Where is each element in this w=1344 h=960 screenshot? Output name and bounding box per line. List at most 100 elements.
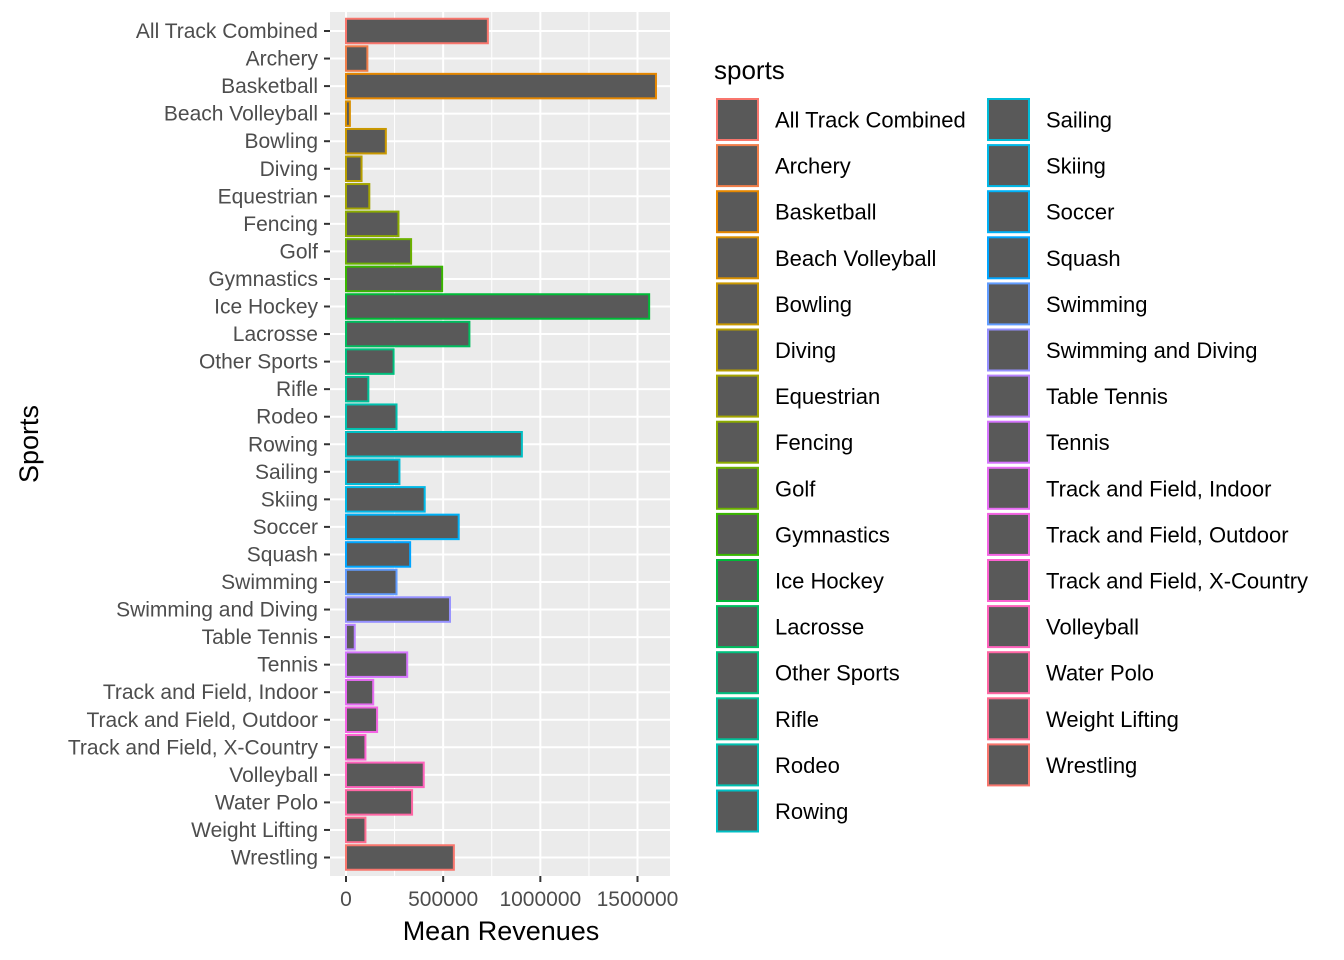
legend-label: Tennis: [1046, 430, 1110, 455]
y-tick-label: Track and Field, X-Country: [68, 736, 319, 759]
legend-key: [716, 328, 759, 372]
legend-label: Swimming and Diving: [1046, 338, 1258, 363]
legend-key: [987, 605, 1030, 649]
bar-tennis: [345, 651, 409, 678]
bar-skiing: [345, 486, 426, 513]
bar-ice-hockey: [345, 293, 651, 320]
bar-lacrosse: [345, 320, 471, 348]
bar-diving: [345, 155, 363, 182]
y-tick-label: Beach Volleyball: [164, 103, 318, 126]
x-tick-label: 500000: [408, 888, 478, 911]
bar-all-track-combined: [345, 17, 489, 45]
legend-label: Gymnastics: [775, 522, 890, 547]
legend-key: [716, 98, 759, 141]
y-tick-label: Fencing: [243, 213, 318, 236]
y-tick-label: Tennis: [257, 654, 318, 677]
y-tick-label: Swimming and Diving: [116, 599, 318, 622]
legend-key: [987, 559, 1030, 602]
y-tick-label: Equestrian: [218, 185, 318, 208]
legend-label: Skiing: [1046, 154, 1106, 179]
y-tick-label: Table Tennis: [202, 626, 318, 649]
legend-label: Beach Volleyball: [775, 246, 936, 271]
legend-label: Water Polo: [1046, 661, 1154, 686]
y-tick-label: Golf: [279, 240, 318, 263]
y-tick-label: Water Polo: [215, 791, 318, 814]
legend-key: [987, 236, 1030, 280]
bar-other-sports: [345, 348, 395, 375]
y-tick-label: Swimming: [221, 571, 318, 594]
legend-label: Volleyball: [1046, 615, 1139, 640]
legend-label: Soccer: [1046, 200, 1114, 225]
bar-bowling: [345, 127, 387, 155]
x-tick-label: 1000000: [499, 888, 581, 911]
y-tick-label: Skiing: [261, 488, 318, 511]
legend-key: [987, 374, 1030, 418]
legend-label: Equestrian: [775, 384, 880, 409]
bar-wrestling: [345, 844, 455, 871]
legend-key: [716, 605, 759, 649]
legend-label: Archery: [775, 154, 851, 179]
bars: [345, 17, 657, 871]
bar-water-polo: [345, 789, 414, 816]
legend-label: All Track Combined: [775, 108, 966, 133]
x-axis-title: Mean Revenues: [403, 916, 600, 946]
legend-title: sports: [714, 55, 785, 85]
legend-key: [987, 743, 1030, 787]
legend-label: Rodeo: [775, 753, 840, 778]
legend-key: [987, 512, 1030, 556]
y-tick-label: Track and Field, Indoor: [103, 681, 318, 704]
y-axis: All Track Combined Archery Basketball Beach…: [68, 20, 330, 870]
bar-golf: [345, 238, 413, 265]
y-tick-label: Diving: [260, 158, 318, 181]
y-tick-label: Lacrosse: [233, 323, 318, 346]
legend-key: [987, 697, 1030, 741]
y-tick-label: Weight Lifting: [191, 819, 318, 842]
legend-label: Rowing: [775, 799, 848, 824]
legend-label: Track and Field, X-Country: [1046, 569, 1308, 594]
legend-label: Ice Hockey: [775, 569, 884, 594]
y-tick-label: Rowing: [248, 433, 318, 456]
bar-track-and-field-outdoor: [345, 706, 379, 733]
y-tick-label: Wrestling: [231, 847, 318, 870]
bar-rodeo: [345, 403, 398, 430]
bar-archery: [345, 45, 369, 72]
bar-table-tennis: [345, 623, 356, 651]
legend-label: Rifle: [775, 707, 819, 732]
legend-label: Golf: [775, 476, 816, 501]
legend-key: [716, 236, 759, 280]
legend-label: Track and Field, Outdoor: [1046, 522, 1289, 547]
y-tick-label: Rodeo: [256, 406, 318, 429]
legend-label: Table Tennis: [1046, 384, 1168, 409]
legend-key: [987, 282, 1030, 326]
bar-soccer: [345, 513, 460, 541]
legend-key: [987, 466, 1030, 510]
bar-equestrian: [345, 183, 371, 210]
legend-key: [716, 743, 759, 787]
legend-key: [987, 144, 1030, 188]
legend-key: [716, 374, 759, 418]
legend: All Track Combined Archery Basketball Beach…: [716, 98, 1308, 833]
bar-swimming-and-diving: [345, 596, 451, 623]
y-tick-label: Bowling: [244, 130, 318, 153]
x-tick-label: 1500000: [597, 888, 679, 911]
legend-key: [716, 512, 759, 556]
legend-label: Wrestling: [1046, 753, 1137, 778]
legend-key: [987, 420, 1030, 464]
y-tick-label: Basketball: [221, 75, 318, 98]
bar-fencing: [345, 210, 400, 238]
bar-track-and-field-indoor: [345, 678, 375, 706]
bar-squash: [345, 541, 412, 568]
legend-label: Lacrosse: [775, 615, 864, 640]
legend-key: [716, 190, 759, 234]
y-tick-label: Other Sports: [199, 351, 318, 374]
legend-key: [716, 697, 759, 741]
bar-rowing: [345, 431, 523, 458]
y-axis-title: Sports: [14, 405, 44, 483]
y-tick-label: Gymnastics: [208, 268, 318, 291]
legend-key: [716, 651, 759, 695]
bar-rifle: [345, 375, 370, 403]
legend-label: Squash: [1046, 246, 1121, 271]
y-tick-label: Soccer: [253, 516, 318, 539]
legend-label: Diving: [775, 338, 836, 363]
